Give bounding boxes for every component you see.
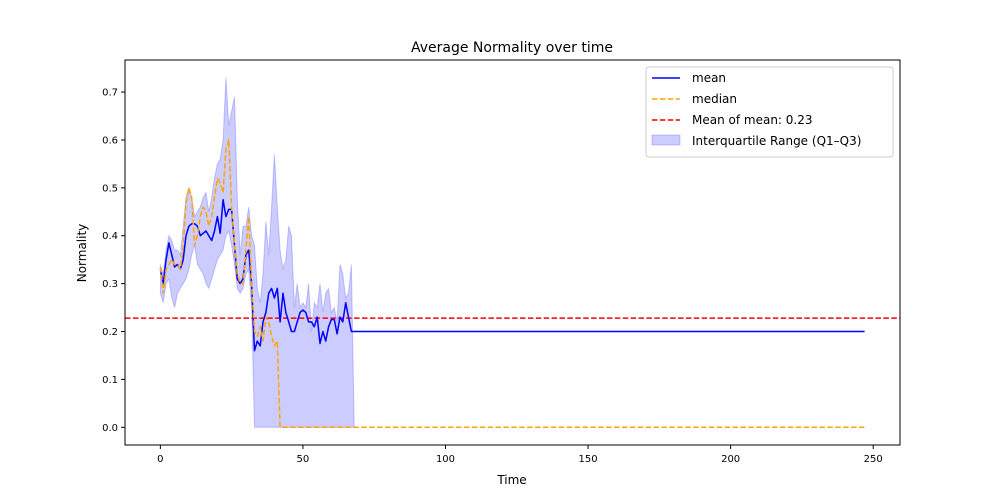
x-tick-label: 100 — [436, 454, 455, 465]
plot-area — [125, 77, 900, 429]
y-tick-label: 0.1 — [102, 375, 118, 386]
series-layer — [159, 139, 865, 429]
legend-box — [645, 66, 894, 158]
legend: mean median Mean of mean: 0.23 Interquar… — [645, 66, 894, 158]
series-line-median — [159, 139, 865, 429]
series-line-mean — [159, 199, 865, 352]
legend-label-mean: mean — [692, 71, 726, 85]
y-tick-label: 0.2 — [102, 327, 118, 338]
x-tick-label: 150 — [579, 454, 598, 465]
y-tick-label: 0.5 — [102, 183, 118, 194]
legend-label-iqr: Interquartile Range (Q1–Q3) — [692, 134, 861, 148]
y-axis-label: Normality — [75, 224, 89, 283]
x-tick-label: 50 — [297, 454, 310, 465]
iqr-band-layer — [159, 77, 355, 428]
iqr-band — [159, 77, 355, 428]
axes-frame — [124, 59, 901, 446]
y-tick-label: 0.0 — [102, 423, 118, 434]
legend-swatch-iqr — [651, 134, 681, 146]
x-tick-label: 200 — [721, 454, 740, 465]
x-tick-label: 250 — [864, 454, 883, 465]
x-tick-label: 0 — [157, 454, 163, 465]
y-tick-label: 0.3 — [102, 279, 118, 290]
chart-title: Average Normality over time — [411, 40, 613, 56]
y-tick-label: 0.4 — [102, 231, 118, 242]
y-axis-ticks: 0.0 0.1 0.2 0.3 0.4 0.5 0.6 0.7 — [102, 88, 125, 434]
legend-label-median: median — [692, 92, 737, 106]
x-axis-label: Time — [496, 473, 526, 487]
y-tick-label: 0.7 — [102, 88, 118, 99]
legend-label-reference: Mean of mean: 0.23 — [692, 113, 813, 127]
x-axis-ticks: 0 50 100 150 200 250 — [157, 445, 883, 465]
y-tick-label: 0.6 — [102, 135, 118, 146]
